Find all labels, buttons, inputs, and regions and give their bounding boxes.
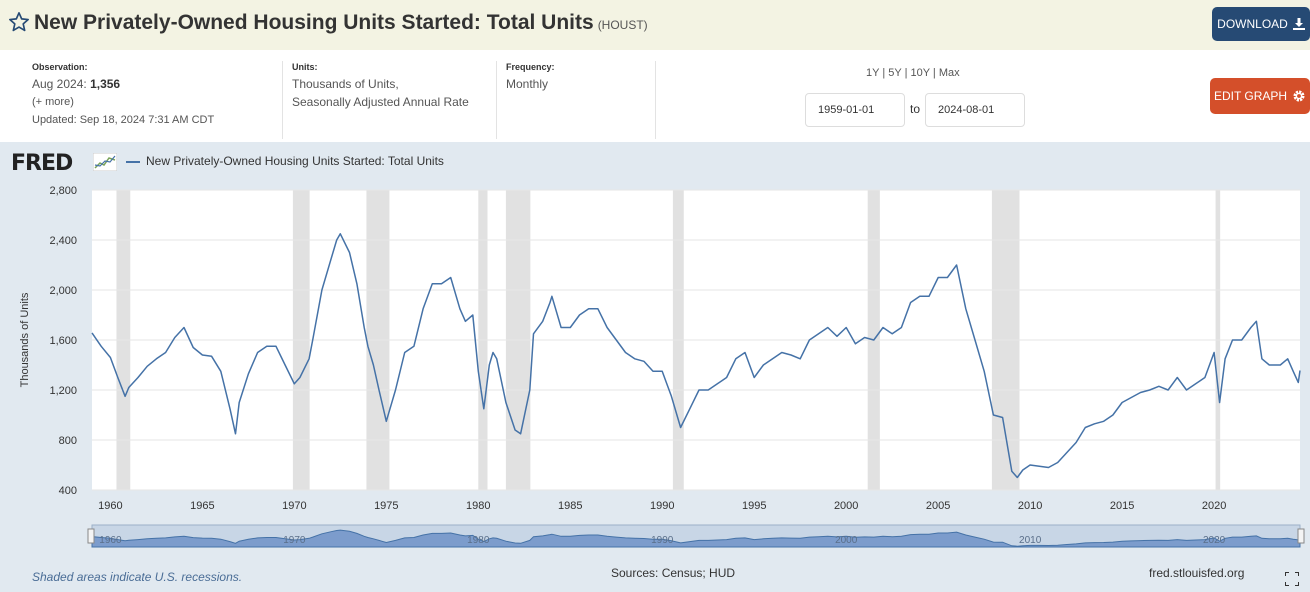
sources-text: Sources: Census; HUD: [611, 566, 736, 580]
navigator-label: 2020: [1203, 535, 1226, 546]
observation-label: Observation:: [32, 62, 88, 72]
navigator-label: 1980: [467, 535, 490, 546]
meta-divider: [282, 61, 283, 139]
frequency-block: Frequency: Monthly: [506, 61, 555, 93]
navigator-label: 2010: [1019, 535, 1042, 546]
gear-icon: [1293, 90, 1305, 102]
x-tick-label: 2000: [834, 500, 858, 512]
x-tick-label: 1990: [650, 500, 674, 512]
y-tick-label: 2,000: [49, 285, 77, 297]
navigator-series: [91, 529, 1301, 548]
x-tick-label: 1965: [190, 500, 214, 512]
edit-graph-button[interactable]: EDIT GRAPH: [1210, 78, 1310, 114]
end-date-input[interactable]: 2024-08-01: [925, 93, 1025, 127]
fullscreen-icon[interactable]: [1285, 572, 1299, 586]
x-tick-label: 1980: [466, 500, 490, 512]
series-line: [91, 233, 1301, 479]
observation-date: Aug 2024:: [32, 77, 87, 91]
units-line-1: Thousands of Units,: [292, 77, 399, 91]
range-5y[interactable]: 5Y: [888, 67, 902, 79]
units-line-2: Seasonally Adjusted Annual Rate: [292, 95, 469, 109]
meta-divider: [496, 61, 497, 139]
site-url[interactable]: fred.stlouisfed.org: [1149, 566, 1245, 580]
frequency-value: Monthly: [506, 77, 549, 91]
star-outline-icon[interactable]: [8, 11, 30, 33]
x-tick-label: 2020: [1202, 500, 1226, 512]
updated-text: Updated: Sep 18, 2024 7:31 AM CDT: [32, 114, 215, 126]
observation-value: 1,356: [90, 77, 121, 91]
title-bar: New Privately-Owned Housing Units Starte…: [0, 0, 1310, 50]
download-button[interactable]: DOWNLOAD: [1212, 7, 1310, 41]
x-tick-label: 2005: [926, 500, 950, 512]
navigator-label: 1990: [651, 535, 674, 546]
y-tick-label: 1,200: [49, 385, 77, 397]
download-icon: [1292, 18, 1305, 30]
x-tick-label: 2010: [1018, 500, 1042, 512]
y-tick-label: 1,600: [49, 335, 77, 347]
range-links: 1Y | 5Y | 10Y | Max: [866, 67, 960, 79]
page-title-text: New Privately-Owned Housing Units Starte…: [34, 11, 594, 34]
legend-label: New Privately-Owned Housing Units Starte…: [146, 154, 444, 168]
page-title: New Privately-Owned Housing Units Starte…: [34, 11, 648, 35]
download-label: DOWNLOAD: [1217, 17, 1288, 31]
x-tick-label: 1995: [742, 500, 766, 512]
y-tick-label: 2,800: [49, 185, 77, 197]
units-block: Units: Thousands of Units, Seasonally Ad…: [292, 61, 469, 111]
y-axis-label: Thousands of Units: [19, 292, 31, 387]
navigator-label: 2000: [835, 535, 858, 546]
edit-graph-label: EDIT GRAPH: [1213, 89, 1288, 103]
y-tick-label: 2,400: [49, 235, 77, 247]
legend-swatch: [126, 161, 140, 163]
x-tick-label: 2015: [1110, 500, 1134, 512]
range-10y[interactable]: 10Y: [910, 67, 930, 79]
units-label: Units:: [292, 62, 318, 72]
fred-logo: FRED: [11, 151, 73, 176]
frequency-label: Frequency:: [506, 62, 555, 72]
x-tick-label: 1970: [282, 500, 306, 512]
x-tick-label: 1975: [374, 500, 398, 512]
y-tick-label: 800: [59, 435, 77, 447]
observation-row: Aug 2024: 1,356: [32, 75, 214, 93]
more-link[interactable]: (+ more): [32, 96, 74, 108]
series-id: (HOUST): [597, 18, 648, 32]
range-max[interactable]: Max: [938, 67, 960, 79]
navigator-handle-left[interactable]: [87, 528, 95, 544]
navigator-label: 1970: [283, 535, 306, 546]
navigator-label: 1960: [99, 535, 122, 546]
recession-footnote: Shaded areas indicate U.S. recessions.: [32, 570, 243, 584]
x-tick-label: 1960: [98, 500, 122, 512]
range-1y[interactable]: 1Y: [866, 67, 880, 79]
meta-divider: [655, 61, 656, 139]
observation-block: Observation: Aug 2024: 1,356 (+ more) Up…: [32, 61, 214, 129]
date-to-label: to: [910, 102, 921, 116]
line-chart: 400 800 1,200 1,600 2,000 2,400 2,800 1960 1965 1…: [19, 185, 1305, 548]
start-date-input[interactable]: 1959-01-01: [805, 93, 905, 127]
chart-panel: 400 800 1,200 1,600 2,000 2,400 2,800 1960 1965 1…: [0, 142, 1310, 592]
fred-logo-graph-icon: [93, 153, 117, 171]
y-tick-label: 400: [59, 485, 77, 497]
navigator-handle-right[interactable]: [1297, 528, 1305, 544]
x-tick-label: 1985: [558, 500, 582, 512]
